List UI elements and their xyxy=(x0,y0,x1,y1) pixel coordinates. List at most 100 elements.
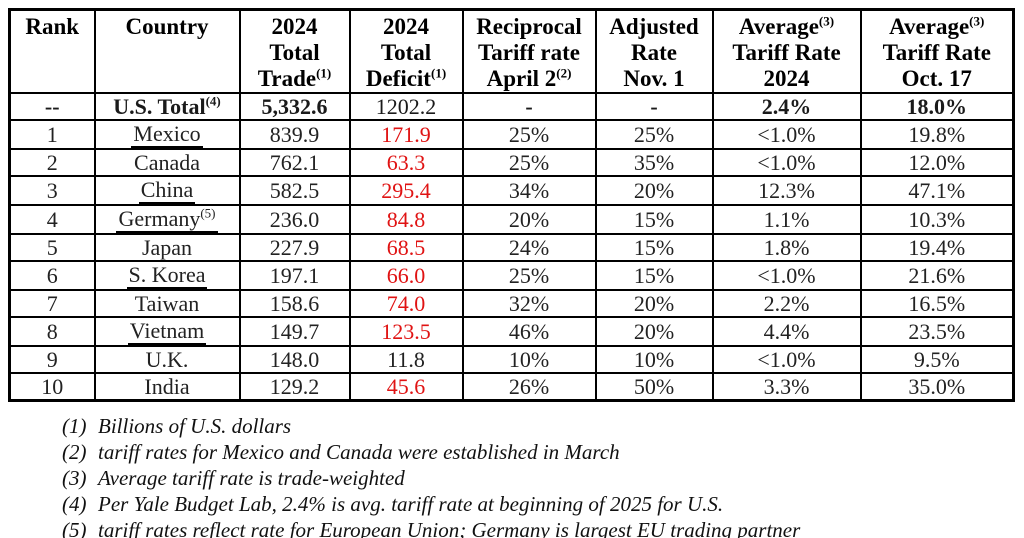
table-row-canada: 2 Canada 762.1 63.3 25% 35% <1.0% 12.0% xyxy=(8,148,1015,177)
cell-total-deficit: 11.8 xyxy=(348,345,464,374)
cell-total-trade: 149.7 xyxy=(238,316,351,347)
table-row-s-korea: 6 S. Korea 197.1 66.0 25% 15% <1.0% 21.6… xyxy=(8,260,1015,291)
footnote: (4) Per Yale Budget Lab, 2.4% is avg. ta… xyxy=(62,491,1016,517)
cell-adjusted-rate: 15% xyxy=(594,204,714,235)
table-row-japan: 5 Japan 227.9 68.5 24% 15% 1.8% 19.4% xyxy=(8,233,1015,262)
table-row-uk: 9 U.K. 148.0 11.8 10% 10% <1.0% 9.5% xyxy=(8,345,1015,374)
cell-avg-rate-oct17: 19.8% xyxy=(859,119,1015,150)
cell-adjusted-rate: 35% xyxy=(594,148,714,177)
cell-total-trade: 839.9 xyxy=(238,119,351,150)
cell-adjusted-rate: 25% xyxy=(594,119,714,150)
cell-rank: 6 xyxy=(8,260,96,291)
cell-reciprocal-rate: 46% xyxy=(461,316,597,347)
cell-reciprocal-rate: 24% xyxy=(461,233,597,262)
footnote-number: (4) xyxy=(62,492,87,516)
footnote-number: (3) xyxy=(62,466,87,490)
cell-total-deficit: 1202.2 xyxy=(348,92,464,121)
cell-reciprocal-rate: 34% xyxy=(461,175,597,206)
cell-adjusted-rate: 10% xyxy=(594,345,714,374)
footnote-text: Per Yale Budget Lab, 2.4% is avg. tariff… xyxy=(98,492,724,516)
col-header-rank: Rank xyxy=(8,8,96,94)
footnote-marker: (1) xyxy=(430,65,447,81)
footnote-number: (5) xyxy=(62,518,87,538)
cell-country: U.S. Total(4) xyxy=(93,92,241,121)
cell-country: Canada xyxy=(93,148,241,177)
cell-total-trade: 148.0 xyxy=(238,345,351,374)
cell-reciprocal-rate: 32% xyxy=(461,289,597,318)
tariff-table: Rank Country 2024 Total Trade(1) 2024 To… xyxy=(8,8,1015,402)
cell-avg-rate-oct17: 21.6% xyxy=(859,260,1015,291)
cell-reciprocal-rate: - xyxy=(461,92,597,121)
table-body: -- U.S. Total(4) 5,332.6 1202.2 - - 2.4%… xyxy=(8,92,1015,402)
cell-reciprocal-rate: 25% xyxy=(461,148,597,177)
cell-avg-rate-2024: 1.8% xyxy=(711,233,862,262)
cell-total-deficit: 45.6 xyxy=(348,372,464,402)
col-header-country: Country xyxy=(93,8,241,94)
col-header-reciprocal-rate: Reciprocal Tariff rate April 2(2) xyxy=(461,8,597,94)
footnote-text: Billions of U.S. dollars xyxy=(98,414,292,438)
cell-avg-rate-oct17: 16.5% xyxy=(859,289,1015,318)
cell-avg-rate-2024: 3.3% xyxy=(711,372,862,402)
cell-avg-rate-2024: <1.0% xyxy=(711,119,862,150)
cell-rank: -- xyxy=(8,92,96,121)
cell-reciprocal-rate: 20% xyxy=(461,204,597,235)
cell-rank: 7 xyxy=(8,289,96,318)
cell-adjusted-rate: - xyxy=(594,92,714,121)
cell-rank: 10 xyxy=(8,372,96,402)
footnote: (1) Billions of U.S. dollars xyxy=(62,413,1016,439)
cell-avg-rate-oct17: 23.5% xyxy=(859,316,1015,347)
cell-avg-rate-2024: 2.4% xyxy=(711,92,862,121)
cell-total-deficit: 63.3 xyxy=(348,148,464,177)
table-row-germany: 4 Germany(5) 236.0 84.8 20% 15% 1.1% 10.… xyxy=(8,204,1015,235)
cell-adjusted-rate: 20% xyxy=(594,175,714,206)
cell-avg-rate-2024: 4.4% xyxy=(711,316,862,347)
cell-total-deficit: 171.9 xyxy=(348,119,464,150)
col-header-total-deficit: 2024 Total Deficit(1) xyxy=(348,8,464,94)
cell-adjusted-rate: 15% xyxy=(594,260,714,291)
cell-rank: 3 xyxy=(8,175,96,206)
table-row-india: 10 India 129.2 45.6 26% 50% 3.3% 35.0% xyxy=(8,372,1015,402)
cell-country: Japan xyxy=(93,233,241,262)
cell-avg-rate-2024: <1.0% xyxy=(711,260,862,291)
cell-avg-rate-oct17: 35.0% xyxy=(859,372,1015,402)
cell-avg-rate-oct17: 18.0% xyxy=(859,92,1015,121)
footnote-text: tariff rates reflect rate for European U… xyxy=(98,518,801,538)
cell-country: Germany(5) xyxy=(93,204,241,235)
footnote-number: (2) xyxy=(62,440,87,464)
header-row: Rank Country 2024 Total Trade(1) 2024 To… xyxy=(8,8,1015,94)
cell-avg-rate-oct17: 12.0% xyxy=(859,148,1015,177)
cell-country: U.K. xyxy=(93,345,241,374)
cell-total-trade: 582.5 xyxy=(238,175,351,206)
cell-total-deficit: 66.0 xyxy=(348,260,464,291)
cell-total-deficit: 68.5 xyxy=(348,233,464,262)
footnote: (5) tariff rates reflect rate for Europe… xyxy=(62,517,1016,538)
cell-country: Vietnam xyxy=(93,316,241,347)
cell-reciprocal-rate: 25% xyxy=(461,119,597,150)
cell-total-deficit: 74.0 xyxy=(348,289,464,318)
cell-total-trade: 158.6 xyxy=(238,289,351,318)
cell-avg-rate-2024: 12.3% xyxy=(711,175,862,206)
cell-avg-rate-2024: 1.1% xyxy=(711,204,862,235)
cell-rank: 1 xyxy=(8,119,96,150)
cell-avg-rate-oct17: 9.5% xyxy=(859,345,1015,374)
footnotes: (1) Billions of U.S. dollars (2) tariff … xyxy=(62,413,1016,538)
cell-total-trade: 227.9 xyxy=(238,233,351,262)
cell-rank: 8 xyxy=(8,316,96,347)
cell-adjusted-rate: 20% xyxy=(594,289,714,318)
cell-total-deficit: 295.4 xyxy=(348,175,464,206)
footnote-marker: (3) xyxy=(969,13,985,29)
footnote-marker: (5) xyxy=(200,205,216,221)
cell-country: S. Korea xyxy=(93,260,241,291)
footnote-marker: (2) xyxy=(556,65,572,81)
table-row-vietnam: 8 Vietnam 149.7 123.5 46% 20% 4.4% 23.5% xyxy=(8,316,1015,347)
cell-total-trade: 197.1 xyxy=(238,260,351,291)
footnote-marker: (1) xyxy=(316,65,332,81)
cell-avg-rate-oct17: 10.3% xyxy=(859,204,1015,235)
table-row-mexico: 1 Mexico 839.9 171.9 25% 25% <1.0% 19.8% xyxy=(8,119,1015,150)
cell-avg-rate-oct17: 19.4% xyxy=(859,233,1015,262)
footnote-number: (1) xyxy=(62,414,87,438)
col-header-total-trade: 2024 Total Trade(1) xyxy=(238,8,351,94)
footnote-marker: (4) xyxy=(205,93,221,109)
cell-total-deficit: 123.5 xyxy=(348,316,464,347)
